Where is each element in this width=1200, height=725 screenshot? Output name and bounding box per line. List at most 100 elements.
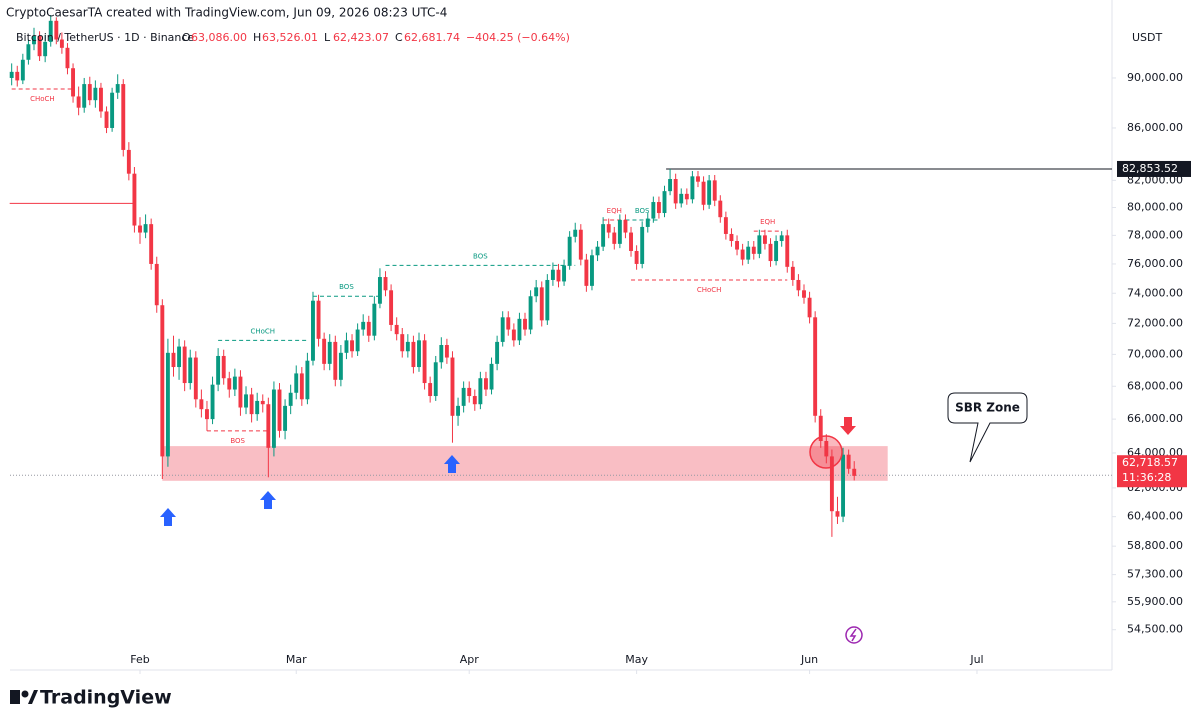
candle-body bbox=[757, 235, 762, 254]
candle-body bbox=[623, 219, 628, 233]
x-tick-label: Jul bbox=[969, 653, 983, 666]
candle-body bbox=[723, 217, 728, 234]
y-tick-label: 68,000.00 bbox=[1127, 379, 1183, 392]
candle-body bbox=[361, 321, 366, 330]
y-tick-label: 54,500.00 bbox=[1127, 623, 1183, 636]
candle-body bbox=[428, 383, 433, 397]
candle-body bbox=[500, 317, 505, 342]
candle-body bbox=[679, 193, 684, 204]
price-label: 82,853.52 bbox=[1122, 162, 1178, 175]
y-tick-label: 57,300.00 bbox=[1127, 568, 1183, 581]
blue-arrow bbox=[444, 455, 460, 473]
candle-body bbox=[76, 96, 81, 108]
candle-body bbox=[138, 225, 142, 233]
ohlc-value: 63,526.01 bbox=[262, 31, 318, 44]
candle-body bbox=[338, 352, 343, 380]
candle-body bbox=[523, 318, 527, 330]
candle-body bbox=[249, 394, 254, 415]
candle-body bbox=[562, 265, 567, 282]
candle-body bbox=[617, 219, 622, 244]
candle-body bbox=[43, 41, 48, 57]
candle-body bbox=[483, 378, 488, 390]
ohlc-value: 62,681.74 bbox=[404, 31, 460, 44]
candle-body bbox=[355, 329, 360, 352]
candle-body bbox=[534, 287, 539, 297]
candle-body bbox=[132, 173, 137, 226]
y-tick-label: 74,000.00 bbox=[1127, 286, 1183, 299]
candle-body bbox=[9, 71, 14, 78]
candle-body bbox=[668, 179, 673, 192]
candle-body bbox=[735, 241, 739, 250]
candle-body bbox=[126, 149, 131, 174]
candle-body bbox=[690, 176, 695, 200]
candle-body bbox=[701, 181, 706, 205]
callout bbox=[947, 392, 1028, 463]
candle-body bbox=[283, 405, 288, 431]
candle-body bbox=[411, 341, 416, 368]
candle-body bbox=[489, 363, 494, 390]
candle-body bbox=[71, 68, 76, 97]
change: −404.25 (−0.64%) bbox=[466, 31, 570, 44]
blue-arrow bbox=[260, 491, 276, 509]
candle-body bbox=[768, 243, 773, 262]
candle-body bbox=[115, 84, 120, 93]
candle-body bbox=[333, 341, 338, 380]
candle-body bbox=[165, 352, 170, 457]
structure-label: CHoCH bbox=[30, 95, 55, 103]
candle-body bbox=[244, 394, 248, 408]
candle-body bbox=[177, 346, 182, 368]
currency: USDT bbox=[1132, 31, 1163, 44]
candle-body bbox=[718, 200, 723, 218]
structure-label: EQH bbox=[607, 207, 622, 215]
structure-label: BOS bbox=[339, 283, 354, 291]
candle-body bbox=[405, 341, 410, 352]
candle-body bbox=[154, 263, 159, 306]
candle-body bbox=[684, 193, 689, 200]
candle-body bbox=[210, 384, 215, 420]
candle-body bbox=[383, 277, 388, 291]
y-tick-label: 66,000.00 bbox=[1127, 412, 1183, 425]
candle-body bbox=[539, 287, 544, 321]
candle-body bbox=[785, 235, 790, 267]
candle-body bbox=[182, 346, 187, 384]
candle-body bbox=[829, 456, 834, 512]
candle-body bbox=[612, 232, 617, 244]
plot: CHoCH CHoCH BOS BOS BOS EQH BOS EQH CHoCH SBR Zon… bbox=[9, 15, 1112, 537]
candle-body bbox=[15, 71, 20, 81]
candle-body bbox=[255, 400, 260, 415]
symbol: Bitcoin / TetherUS · 1D · Binance bbox=[16, 31, 194, 44]
candle-body bbox=[751, 246, 756, 254]
candle-body bbox=[143, 224, 148, 233]
lightning-icon bbox=[845, 626, 863, 644]
candle-body bbox=[400, 334, 405, 352]
candle-body bbox=[640, 226, 645, 264]
candle-body bbox=[65, 47, 70, 69]
candle-body bbox=[32, 35, 36, 45]
structure-label: CHoCH bbox=[250, 327, 275, 335]
callout-label: SBR Zone bbox=[955, 401, 1020, 415]
candle-body bbox=[394, 324, 399, 335]
candle-body bbox=[260, 400, 265, 405]
candle-body bbox=[372, 303, 377, 336]
candle-body bbox=[48, 20, 53, 42]
candle-body bbox=[584, 259, 589, 286]
candle-body bbox=[82, 84, 87, 108]
candle-body bbox=[93, 87, 98, 101]
x-tick-label: Jun bbox=[800, 653, 818, 666]
candle-body bbox=[472, 396, 477, 405]
candle-body bbox=[238, 376, 243, 408]
x-tick-label: Feb bbox=[130, 653, 149, 666]
last-price-box bbox=[1117, 455, 1187, 488]
candle-body bbox=[707, 180, 712, 205]
structure-label: CHoCH bbox=[697, 286, 722, 294]
candle-body bbox=[573, 229, 578, 237]
candle-body bbox=[818, 415, 823, 442]
price-label-box bbox=[1117, 160, 1191, 177]
candle-body bbox=[322, 338, 327, 364]
candle-body bbox=[199, 399, 204, 410]
candle-body bbox=[645, 218, 650, 227]
candle-body bbox=[417, 340, 421, 368]
candle-body bbox=[37, 35, 42, 57]
